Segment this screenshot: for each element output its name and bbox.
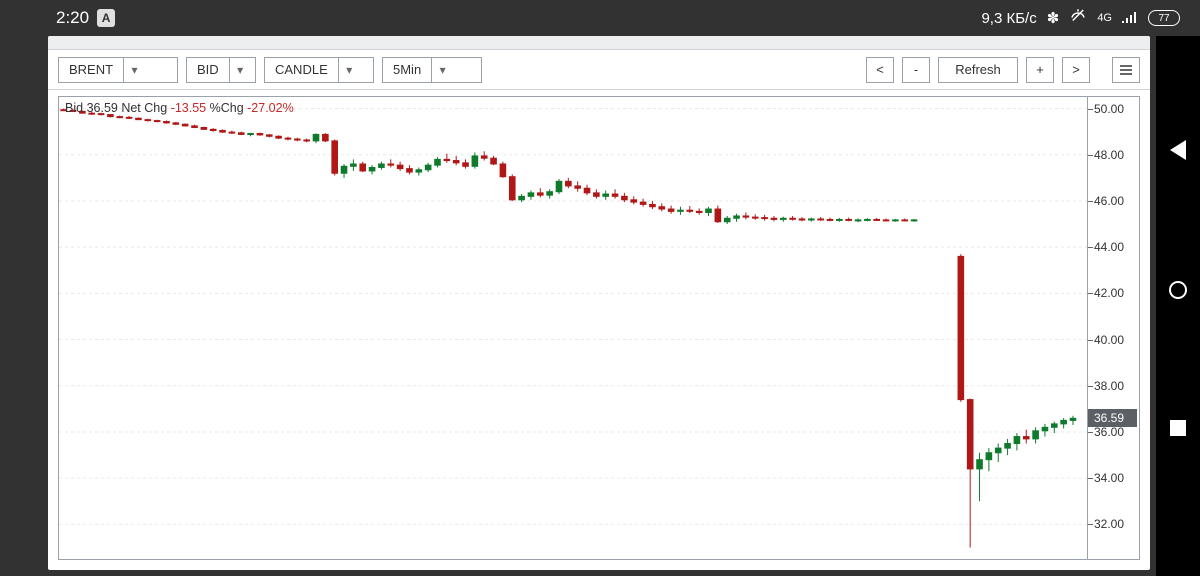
y-tick: 46.00 <box>1088 194 1139 208</box>
bid-value: 36.59 <box>87 101 118 115</box>
pctchg-label: %Chg <box>210 101 244 115</box>
net-speed-label: 9,3 КБ/с <box>981 10 1036 27</box>
side-select[interactable]: BID <box>186 57 256 83</box>
y-tick: 42.00 <box>1088 286 1139 300</box>
side-select-label: BID <box>187 62 229 77</box>
symbol-select-label: BRENT <box>59 62 123 77</box>
style-select-label: CANDLE <box>265 62 338 77</box>
battery-icon: 77 <box>1148 10 1180 26</box>
android-navbar <box>1156 0 1200 576</box>
symbol-select[interactable]: BRENT <box>58 57 178 83</box>
back-icon[interactable] <box>1170 140 1186 160</box>
mute-icon <box>1069 7 1087 29</box>
y-tick: 34.00 <box>1088 471 1139 485</box>
statusbar-time: 2:20 <box>56 8 89 28</box>
y-tick: 38.00 <box>1088 379 1139 393</box>
interval-select[interactable]: 5Min <box>382 57 482 83</box>
chevron-down-icon <box>229 58 251 82</box>
interval-select-label: 5Min <box>383 62 431 77</box>
home-icon[interactable] <box>1169 281 1187 299</box>
chevron-down-icon <box>338 58 360 82</box>
y-tick: 44.00 <box>1088 240 1139 254</box>
netchg-value: -13.55 <box>171 101 206 115</box>
bid-label: Bid <box>65 101 83 115</box>
android-statusbar: 2:20 A 9,3 КБ/с ✽ 4G 77 <box>0 0 1200 36</box>
network-4g-label: 4G <box>1097 12 1112 24</box>
zoom-out-button[interactable]: - <box>902 57 930 83</box>
y-tick: 50.00 <box>1088 102 1139 116</box>
chart-info-line: Bid 36.59 Net Chg -13.55 %Chg -27.02% <box>65 101 294 115</box>
y-tick: 32.00 <box>1088 517 1139 531</box>
trading-app-window: BRENT BID CANDLE 5Min < - Refresh + > <box>48 36 1150 570</box>
statusbar-right: 9,3 КБ/с ✽ 4G 77 <box>981 7 1180 29</box>
list-icon <box>1120 63 1132 77</box>
price-chart[interactable]: Bid 36.59 Net Chg -13.55 %Chg -27.02% 32… <box>58 96 1140 560</box>
pctchg-value: -27.02% <box>247 101 294 115</box>
signal-icon <box>1122 9 1138 27</box>
y-tick: 40.00 <box>1088 333 1139 347</box>
recents-icon[interactable] <box>1170 420 1186 436</box>
refresh-button[interactable]: Refresh <box>938 57 1018 83</box>
app-tab-strip <box>48 36 1150 50</box>
current-price-tag: 36.59 <box>1088 409 1137 427</box>
prev-button[interactable]: < <box>866 57 894 83</box>
y-tick: 48.00 <box>1088 148 1139 162</box>
y-axis: 32.0034.0036.0038.0040.0042.0044.0046.00… <box>1087 97 1139 559</box>
battery-level: 77 <box>1158 13 1169 24</box>
style-select[interactable]: CANDLE <box>264 57 374 83</box>
bluetooth-icon: ✽ <box>1047 9 1060 27</box>
netchg-label: Net Chg <box>121 101 167 115</box>
chevron-down-icon <box>123 58 145 82</box>
zoom-in-button[interactable]: + <box>1026 57 1054 83</box>
plot-area <box>59 97 1087 559</box>
app-badge-icon: A <box>97 9 115 27</box>
next-button[interactable]: > <box>1062 57 1090 83</box>
chevron-down-icon <box>431 58 453 82</box>
list-button[interactable] <box>1112 57 1140 83</box>
chart-toolbar: BRENT BID CANDLE 5Min < - Refresh + > <box>48 50 1150 90</box>
